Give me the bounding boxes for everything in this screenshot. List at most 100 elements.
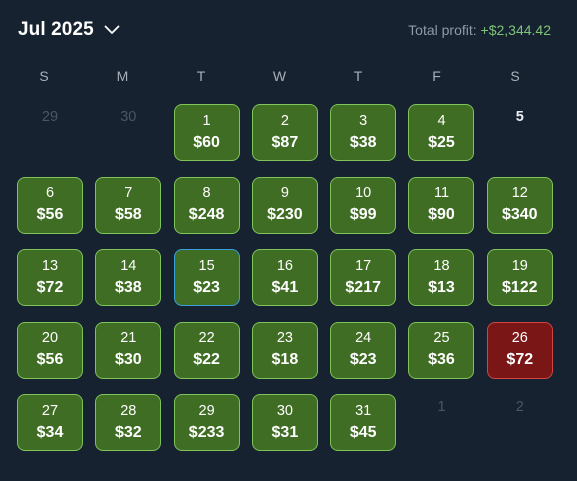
day-number: 9 (280, 185, 289, 201)
calendar-day-trade[interactable]: 25 $36 (408, 321, 475, 379)
day-number: 7 (124, 185, 133, 201)
day-profit-amount: $38 (114, 278, 142, 296)
day-profit-amount: $87 (271, 133, 299, 151)
calendar-day-trade[interactable]: 23 $18 (251, 321, 318, 379)
calendar-day-trade[interactable]: 13 $72 (17, 249, 83, 306)
day-profit-amount: $60 (193, 133, 220, 151)
day-number: 1 (437, 399, 446, 415)
day-number: 22 (198, 330, 215, 346)
day-number: 30 (276, 402, 293, 419)
calendar-day-trade[interactable]: 19 $122 (486, 249, 553, 306)
day-number: 10 (355, 185, 372, 201)
calendar-day-trade[interactable]: 1 $60 (173, 104, 240, 161)
day-number: 1 (202, 112, 211, 129)
day-number: 19 (511, 257, 528, 274)
day-number: 29 (198, 402, 215, 419)
calendar-day-trade[interactable]: 8 $248 (173, 176, 240, 234)
calendar-day-trade[interactable]: 11 $90 (408, 176, 475, 234)
day-number: 20 (41, 330, 59, 346)
calendar-day-trade[interactable]: 26 $72 (486, 321, 553, 379)
month-selector[interactable]: Jul 2025 (18, 17, 120, 43)
day-number: 17 (355, 257, 372, 274)
calendar-header: Jul 2025 Total profit: +$2,344.42 (0, 0, 577, 60)
calendar-day-trade[interactable]: 16 $41 (251, 249, 318, 306)
day-profit-amount: $38 (349, 133, 377, 151)
calendar-day-trade[interactable]: 14 $38 (95, 249, 162, 306)
day-profit-amount: $36 (428, 351, 455, 368)
calendar-day-trade[interactable]: 28 $32 (95, 394, 162, 451)
calendar-day-trade[interactable]: 24 $23 (330, 321, 397, 379)
calendar-day-trade[interactable]: 6 $56 (17, 176, 83, 234)
day-profit-amount: $23 (193, 278, 220, 296)
calendar-day-trade[interactable]: 30 $31 (251, 394, 318, 451)
day-number: 26 (511, 330, 528, 346)
total-profit: Total profit: +$2,344.42 (408, 22, 551, 38)
calendar-day[interactable]: 5 (487, 104, 553, 161)
weekday-label: W (272, 68, 287, 84)
calendar-day-trade[interactable]: 15 $23 (173, 249, 240, 306)
day-profit-amount: $56 (36, 206, 64, 223)
day-number: 15 (198, 257, 215, 274)
calendar-day-trade[interactable]: 21 $30 (95, 321, 162, 379)
weekday-label: T (353, 68, 363, 84)
calendar-day-trade[interactable]: 12 $340 (486, 176, 553, 234)
day-number: 3 (359, 112, 368, 129)
day-number: 18 (433, 257, 450, 274)
day-number: 2 (515, 399, 524, 415)
day-number: 14 (120, 257, 137, 274)
day-number: 28 (120, 402, 137, 419)
day-profit-amount: $56 (36, 351, 64, 368)
calendar-day-trade[interactable]: 17 $217 (330, 249, 397, 306)
calendar-day-trade[interactable]: 22 $22 (173, 321, 240, 379)
day-profit-amount: $32 (114, 423, 142, 441)
calendar-day-trade[interactable]: 7 $58 (95, 176, 162, 234)
day-profit-amount: $23 (349, 351, 377, 368)
calendar-day-trade[interactable]: 29 $233 (173, 394, 240, 451)
calendar-day-outside-month[interactable]: 30 (95, 104, 161, 161)
day-number: 13 (41, 257, 59, 274)
calendar-day-outside-month[interactable]: 29 (17, 104, 83, 161)
day-number: 4 (437, 112, 446, 129)
total-profit-label: Total profit: (408, 22, 477, 38)
day-number: 2 (280, 112, 289, 129)
calendar-day-outside-month[interactable]: 2 (487, 394, 553, 451)
day-number: 23 (276, 330, 293, 346)
calendar-day-trade[interactable]: 9 $230 (251, 176, 318, 234)
day-number: 21 (120, 330, 137, 346)
weekday-label: T (196, 68, 206, 84)
calendar-day-trade[interactable]: 31 $45 (330, 394, 397, 451)
calendar-day-trade[interactable]: 20 $56 (17, 321, 83, 379)
calendar-day-trade[interactable]: 10 $99 (330, 176, 397, 234)
day-number: 11 (433, 185, 450, 201)
month-label: Jul 2025 (18, 19, 94, 40)
day-number: 8 (202, 185, 211, 201)
day-profit-amount: $72 (506, 351, 534, 368)
calendar-day-trade[interactable]: 4 $25 (408, 104, 475, 161)
calendar-day-trade[interactable]: 2 $87 (251, 104, 318, 161)
day-profit-amount: $34 (36, 423, 64, 441)
day-profit-amount: $72 (36, 278, 64, 296)
day-number: 6 (45, 185, 55, 201)
day-profit-amount: $31 (271, 423, 299, 441)
weekday-label: S (39, 68, 49, 84)
day-profit-amount: $90 (428, 206, 455, 223)
day-number: 16 (276, 257, 293, 274)
chevron-down-icon (104, 25, 120, 34)
calendar-day-outside-month[interactable]: 1 (408, 394, 474, 451)
day-profit-amount: $217 (345, 278, 381, 296)
day-number: 25 (433, 330, 450, 346)
day-profit-amount: $18 (271, 351, 299, 368)
day-profit-amount: $122 (501, 278, 538, 296)
day-number: 12 (511, 185, 528, 201)
day-profit-amount: $58 (114, 206, 142, 223)
day-profit-amount: $22 (193, 351, 220, 368)
calendar-day-trade[interactable]: 3 $38 (330, 104, 397, 161)
calendar-day-trade[interactable]: 27 $34 (17, 394, 83, 451)
weekday-label: M (116, 68, 129, 84)
day-profit-amount: $99 (349, 206, 377, 223)
weekday-label: S (510, 68, 520, 84)
day-number: 5 (515, 109, 524, 125)
day-profit-amount: $13 (428, 278, 455, 296)
calendar-day-trade[interactable]: 18 $13 (408, 249, 475, 306)
